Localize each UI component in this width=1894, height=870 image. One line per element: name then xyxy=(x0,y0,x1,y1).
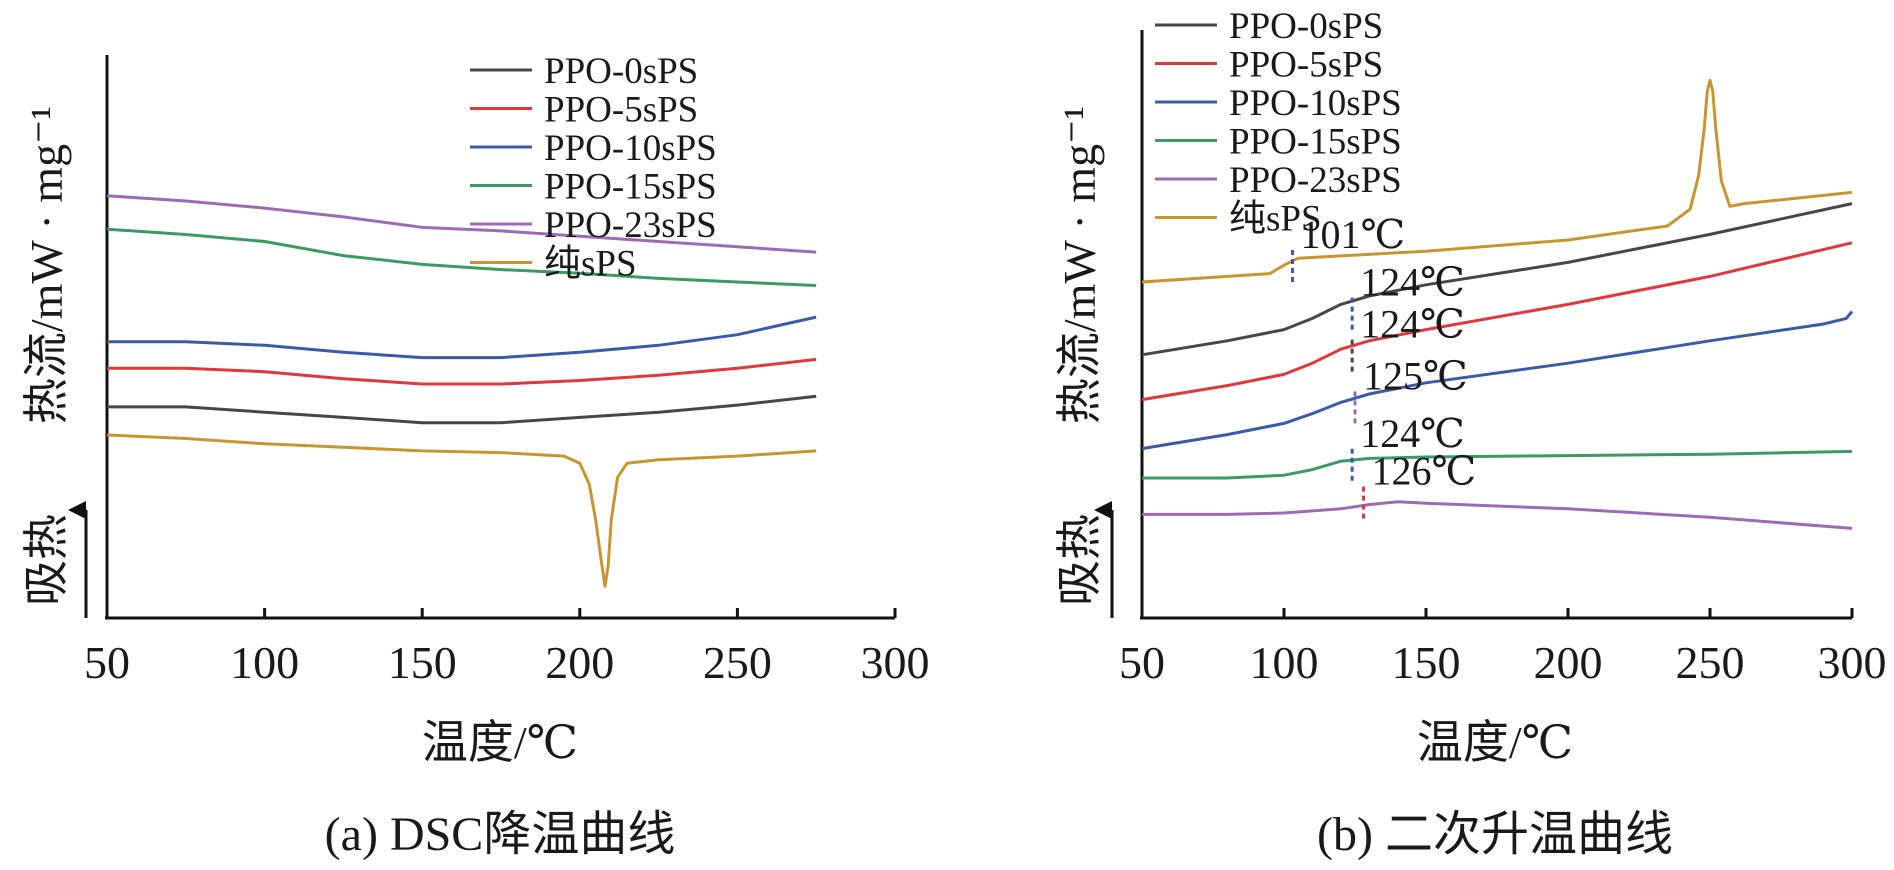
glass-transition-label: 125℃ xyxy=(1363,353,1468,398)
panel-b-x-axis-title: 温度/℃ xyxy=(1417,717,1573,768)
x-tick-label: 50 xyxy=(1119,637,1165,688)
series-line-3 xyxy=(106,227,817,287)
panel-b-caption: (b) 二次升温曲线 xyxy=(1317,808,1673,861)
x-tick-label: 150 xyxy=(1392,637,1461,688)
series-line-3 xyxy=(1142,449,1853,480)
panel-a-cooling-curve: 50 100 150 200 250 300 PPO-0sPSPPO-5sPSPPO-10… xyxy=(21,51,930,861)
legend-label: PPO-10sPS xyxy=(544,128,717,169)
x-tick-label: 150 xyxy=(388,637,457,688)
series-line-0 xyxy=(1141,202,1853,357)
panel-a-endotherm-label: 吸热 xyxy=(21,514,72,606)
x-tick-label: 300 xyxy=(1818,637,1887,688)
panel-a-legend: PPO-0sPSPPO-5sPSPPO-10sPSPPO-15sPSPPO-23… xyxy=(470,51,717,285)
panel-a-x-ticks: 50 100 150 200 250 300 xyxy=(84,608,930,688)
series-line-1 xyxy=(107,357,817,386)
legend-label: PPO-15sPS xyxy=(544,167,717,208)
series-line-2 xyxy=(1141,310,1854,451)
legend-label: PPO-23sPS xyxy=(1229,160,1402,201)
legend-label: PPO-5sPS xyxy=(1229,45,1383,86)
panel-b-x-ticks: 50 100 150 200 250 300 xyxy=(1119,608,1887,688)
series-line-5 xyxy=(1141,78,1853,284)
glass-transition-label: 126℃ xyxy=(1372,449,1477,494)
legend-label: PPO-0sPS xyxy=(544,51,698,92)
x-tick-label: 50 xyxy=(84,637,130,688)
x-tick-label: 100 xyxy=(230,637,299,688)
legend-label: PPO-5sPS xyxy=(544,90,698,131)
series-line-2 xyxy=(107,315,817,360)
panel-b-y-axis-title: 热流/mW · mg⁻¹ xyxy=(1054,106,1105,424)
legend-label: PPO-15sPS xyxy=(1229,122,1402,163)
panel-b-endotherm-label: 吸热 xyxy=(1054,514,1105,606)
legend-label: 纯sPS xyxy=(544,243,637,285)
panel-a-x-axis-title: 温度/℃ xyxy=(422,717,578,768)
panel-a-series-group xyxy=(106,194,817,588)
panel-a-y-axis-title: 热流/mW · mg⁻¹ xyxy=(21,106,72,424)
glass-transition-label: 101℃ xyxy=(1301,212,1406,257)
series-line-0 xyxy=(107,394,817,425)
panel-a-caption: (a) DSC降温曲线 xyxy=(325,808,676,861)
x-tick-label: 300 xyxy=(861,637,930,688)
x-tick-label: 250 xyxy=(1676,637,1745,688)
series-line-1 xyxy=(1141,241,1853,402)
x-tick-label: 250 xyxy=(703,637,772,688)
legend-label: PPO-10sPS xyxy=(1229,83,1402,124)
x-tick-label: 200 xyxy=(545,637,614,688)
series-line-5 xyxy=(106,433,817,588)
x-tick-label: 200 xyxy=(1534,637,1603,688)
glass-transition-label: 124℃ xyxy=(1360,302,1465,347)
legend-label: 纯sPS xyxy=(1229,198,1322,240)
panel-b-series-group xyxy=(1141,78,1854,530)
glass-transition-label: 124℃ xyxy=(1360,411,1465,456)
panel-b-heating-curve: 50 100 150 200 250 300 101℃124℃124℃125℃124℃12… xyxy=(1054,6,1887,861)
legend-label: PPO-23sPS xyxy=(544,205,717,246)
glass-transition-label: 124℃ xyxy=(1360,260,1465,305)
x-tick-label: 100 xyxy=(1250,637,1319,688)
series-line-4 xyxy=(106,194,817,254)
legend-label: PPO-0sPS xyxy=(1229,6,1383,47)
panel-b-legend: PPO-0sPSPPO-5sPSPPO-10sPSPPO-15sPSPPO-23… xyxy=(1155,6,1402,240)
series-line-4 xyxy=(1142,500,1853,530)
